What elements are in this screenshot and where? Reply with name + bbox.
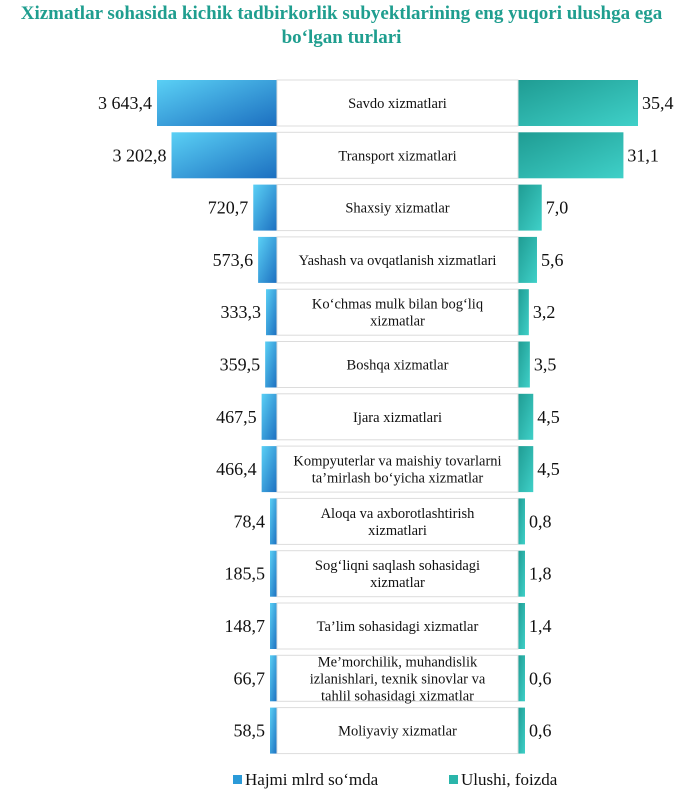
bar-volume	[157, 80, 277, 126]
data-label-share: 7,0	[546, 198, 569, 218]
data-label-volume: 66,7	[234, 668, 266, 688]
data-label-share: 35,4	[642, 93, 674, 113]
category-box	[276, 707, 519, 755]
bar-share	[518, 80, 638, 126]
bar-share	[518, 341, 530, 388]
category-box	[276, 79, 519, 127]
bar-volume	[270, 498, 277, 545]
data-label-share: 31,1	[627, 145, 659, 165]
bar-volume	[270, 655, 277, 702]
bar-share	[518, 236, 537, 283]
bar-volume	[270, 603, 277, 649]
bar-volume	[266, 289, 277, 336]
category-box	[276, 341, 519, 388]
bar-volume	[253, 184, 277, 231]
bar-share	[518, 707, 525, 754]
category-label: Me’morchilik, muhandislik izlanishlari, t…	[310, 654, 486, 704]
category-label: Transport xizmatlari	[338, 148, 456, 164]
legend-label-volume: Hajmi mlrd so‘mda	[245, 770, 379, 789]
bar-volume	[261, 446, 277, 493]
chart-title: Xizmatlar sohasida kichik tadbirkorlik s…	[20, 3, 663, 48]
category-label: Ijara xizmatlari	[353, 410, 442, 426]
bar-share	[518, 446, 534, 493]
data-label-volume: 573,6	[213, 250, 254, 270]
category-label: Kompyuterlar va maishiy tovarlarni ta’mir…	[293, 454, 501, 487]
bar-volume	[270, 707, 277, 754]
category-box	[276, 236, 519, 284]
category-box	[276, 497, 519, 545]
bar-share	[518, 289, 529, 336]
category-box	[276, 184, 519, 232]
data-label-share: 3,2	[533, 302, 556, 322]
category-label: Ko‘chmas mulk bilan bog‘liq xizmatlar	[312, 297, 483, 330]
bar-share	[518, 655, 525, 702]
data-label-share: 5,6	[541, 250, 564, 270]
category-label: Yashash va ovqatlanish xizmatlari	[299, 253, 497, 269]
bar-volume	[261, 393, 277, 440]
category-box	[276, 288, 519, 336]
category-label: Aloqa va axborotlashtirish xizmatlari	[321, 506, 476, 539]
data-label-volume: 467,5	[216, 407, 257, 427]
category-label: Sog‘liqni saqlash sohasidagi xizmatlar	[315, 558, 480, 591]
data-label-share: 3,5	[534, 355, 557, 375]
bar-share	[518, 603, 525, 649]
data-label-share: 0,8	[529, 511, 552, 531]
data-label-share: 4,5	[537, 407, 560, 427]
data-label-share: 1,8	[529, 564, 552, 584]
bar-volume	[265, 341, 277, 388]
category-box	[276, 445, 519, 493]
category-label: Savdo xizmatlari	[348, 96, 447, 112]
data-label-volume: 78,4	[234, 511, 266, 531]
legend-item-share: Ulushi, foizda	[449, 770, 557, 790]
category-box	[276, 550, 519, 598]
bar-volume	[171, 132, 277, 179]
data-label-volume: 333,3	[221, 302, 262, 322]
bar-share	[518, 498, 525, 545]
category-box	[276, 393, 519, 441]
data-label-volume: 148,7	[225, 616, 266, 636]
data-label-volume: 359,5	[220, 355, 261, 375]
bar-volume	[270, 550, 277, 597]
data-label-volume: 185,5	[225, 564, 266, 584]
category-box	[276, 131, 519, 179]
category-label: Moliyaviy xizmatlar	[338, 724, 457, 740]
data-label-volume: 3 643,4	[98, 93, 152, 113]
bar-share	[518, 550, 525, 597]
bar-share	[518, 132, 624, 179]
data-label-share: 0,6	[529, 668, 552, 688]
data-label-volume: 3 202,8	[113, 145, 167, 165]
category-label: Ta’lim sohasidagi xizmatlar	[317, 619, 479, 635]
bar-share	[518, 184, 542, 231]
category-box	[276, 602, 519, 650]
category-box	[276, 654, 519, 702]
bar-share	[518, 393, 534, 440]
chart-legend: Hajmi mlrd so‘mda Ulushi, foizda	[0, 766, 683, 792]
data-label-volume: 466,4	[216, 459, 257, 479]
category-label: Boshqa xizmatlar	[347, 358, 449, 374]
legend-swatch-volume	[233, 775, 242, 784]
data-label-volume: 58,5	[234, 721, 266, 741]
data-label-volume: 720,7	[208, 198, 249, 218]
data-label-share: 1,4	[529, 616, 552, 636]
bar-volume	[258, 236, 277, 283]
data-label-share: 4,5	[537, 459, 560, 479]
legend-swatch-share	[449, 775, 458, 784]
category-label: Shaxsiy xizmatlar	[345, 201, 449, 217]
data-label-share: 0,6	[529, 721, 552, 741]
legend-label-share: Ulushi, foizda	[461, 770, 558, 789]
legend-item-volume: Hajmi mlrd so‘mda	[233, 770, 378, 790]
